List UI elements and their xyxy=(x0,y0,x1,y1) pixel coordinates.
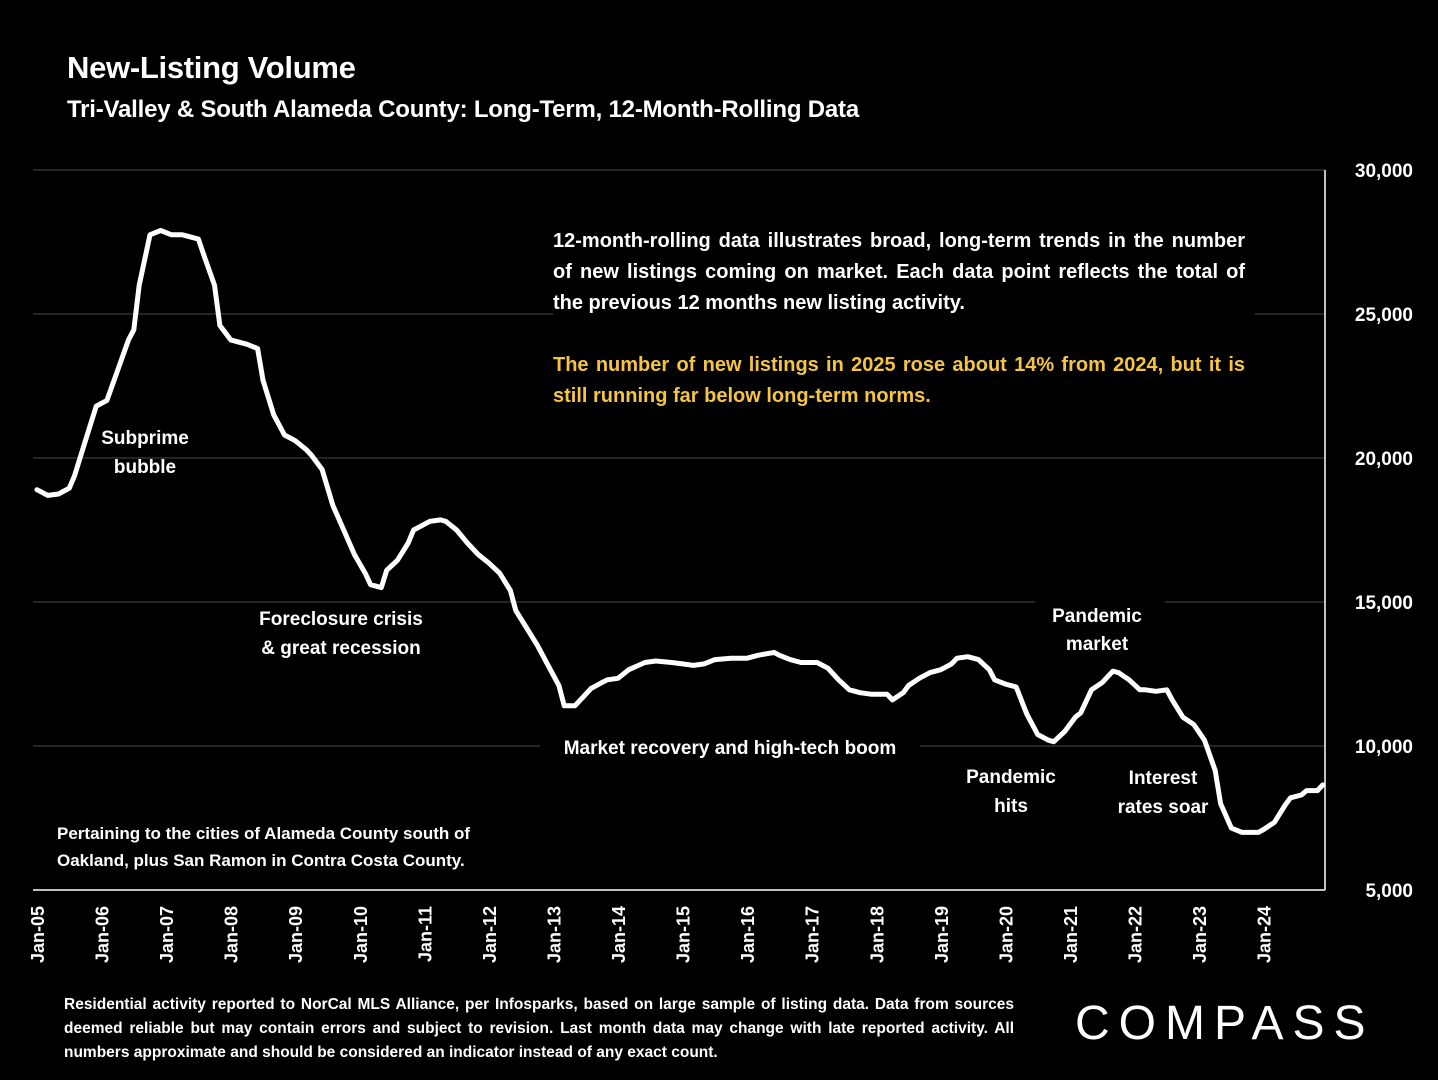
annotation-interest-rates: Interest rates soar xyxy=(1118,768,1209,818)
x-tick-label: Jan-18 xyxy=(867,906,887,963)
line-chart: 5,000 10,000 15,000 20,000 25,000 30,000 Jan-… xyxy=(28,161,1413,963)
cities-note: Pertaining to the cities of Alameda Coun… xyxy=(57,820,470,874)
y-tick-label: 5,000 xyxy=(1365,881,1413,902)
svg-text:& great recession: & great recession xyxy=(261,638,420,659)
chart-subtitle: Tri-Valley & South Alameda County: Long-… xyxy=(67,96,859,123)
y-tick-label: 25,000 xyxy=(1355,305,1413,326)
y-tick-label: 15,000 xyxy=(1355,593,1413,614)
footer-disclaimer: Residential activity reported to NorCal … xyxy=(64,996,1014,1061)
x-tick-label: Jan-05 xyxy=(28,906,48,963)
svg-text:Foreclosure crisis: Foreclosure crisis xyxy=(259,609,423,630)
x-tick-label: Jan-17 xyxy=(803,906,823,963)
annotation-subprime: Subprime bubble xyxy=(101,428,189,478)
note-text: 12-month-rolling data illustrates broad,… xyxy=(553,230,1245,314)
x-tick-label: Jan-12 xyxy=(480,906,500,963)
annotation-pandemic-market: Pandemic market xyxy=(1035,596,1165,655)
svg-text:market: market xyxy=(1066,634,1129,655)
annotation-recovery: Market recovery and high-tech boom xyxy=(540,732,920,759)
svg-text:Subprime: Subprime xyxy=(101,428,189,449)
x-tick-label: Jan-20 xyxy=(996,906,1016,963)
chart-title: New-Listing Volume xyxy=(67,50,356,85)
y-tick-label: 30,000 xyxy=(1355,161,1413,182)
cities-note-line1: Pertaining to the cities of Alameda Coun… xyxy=(57,824,471,843)
y-tick-label: 10,000 xyxy=(1355,737,1413,758)
x-tick-label: Jan-23 xyxy=(1190,906,1210,963)
x-tick-label: Jan-08 xyxy=(222,906,242,963)
svg-text:Pandemic: Pandemic xyxy=(966,767,1056,788)
y-tick-label: 20,000 xyxy=(1355,449,1413,470)
annotation-pandemic-hits: Pandemic hits xyxy=(966,767,1056,817)
annotation-foreclosure: Foreclosure crisis & great recession xyxy=(259,609,423,659)
x-tick-label: Jan-06 xyxy=(93,906,113,963)
svg-text:bubble: bubble xyxy=(114,457,176,478)
x-tick-label: Jan-15 xyxy=(674,906,694,963)
x-tick-label: Jan-14 xyxy=(609,906,629,963)
x-tick-label: Jan-22 xyxy=(1126,906,1146,963)
svg-text:Pandemic: Pandemic xyxy=(1052,606,1142,627)
svg-text:hits: hits xyxy=(994,796,1028,817)
x-tick-label: Jan-21 xyxy=(1061,906,1081,963)
x-tick-label: Jan-07 xyxy=(157,906,177,963)
svg-text:Market recovery and high-tech: Market recovery and high-tech boom xyxy=(564,738,897,759)
x-axis-ticks: Jan-05 Jan-06 Jan-07 Jan-08 Jan-09 Jan-10 Jan-… xyxy=(28,906,1275,963)
explanation-note: 12-month-rolling data illustrates broad,… xyxy=(553,226,1255,420)
x-tick-label: Jan-19 xyxy=(932,906,952,963)
series-line xyxy=(34,228,1326,835)
svg-text:rates soar: rates soar xyxy=(1118,797,1209,818)
svg-text:COMPASS: COMPASS xyxy=(1075,997,1374,1047)
x-tick-label: Jan-24 xyxy=(1255,906,1275,963)
x-tick-label: Jan-11 xyxy=(415,906,435,962)
x-tick-label: Jan-10 xyxy=(351,906,371,963)
cities-note-line2: Oakland, plus San Ramon in Contra Costa … xyxy=(57,851,465,870)
x-tick-label: Jan-09 xyxy=(286,906,306,963)
x-tick-label: Jan-13 xyxy=(544,906,564,963)
y-axis-ticks: 5,000 10,000 15,000 20,000 25,000 30,000 xyxy=(1355,161,1413,902)
x-tick-label: Jan-16 xyxy=(738,906,758,963)
note-highlight: The number of new listings in 2025 rose … xyxy=(553,354,1245,407)
svg-text:Interest: Interest xyxy=(1129,768,1198,789)
compass-logo: COMPASS xyxy=(1075,997,1374,1047)
